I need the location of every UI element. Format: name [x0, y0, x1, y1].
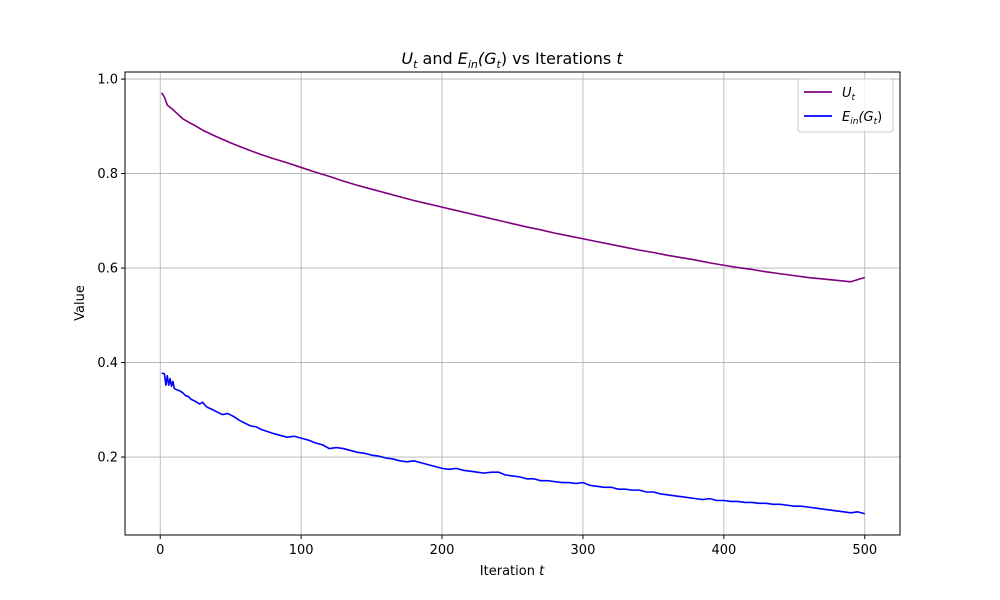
ticks: 0 100 200 300 400 500 0.2 0.4 0.6 0.8 1.0	[97, 73, 877, 558]
series-group	[160, 92, 866, 515]
y-tick-label: 0.2	[97, 451, 118, 466]
x-tick-label: 100	[289, 543, 314, 558]
y-tick-label: 1.0	[97, 73, 118, 88]
plot-frame	[124, 71, 901, 536]
y-tick-label: 0.4	[97, 356, 118, 371]
x-axis-label: Iteration t	[480, 564, 545, 579]
x-tick-label: 200	[430, 543, 455, 558]
y-axis-label: Value	[73, 285, 88, 321]
x-tick-label: 300	[571, 543, 596, 558]
series-line-ein	[161, 372, 865, 515]
x-tick-label: 400	[711, 543, 736, 558]
series-line-u	[160, 92, 866, 283]
legend: Ut Ein(Gt)	[797, 78, 894, 133]
legend-label-ein: Ein(Gt)	[842, 110, 882, 127]
grid	[125, 72, 900, 535]
chart-title: Ut and Ein(Gt) vs Iterations t	[401, 49, 623, 71]
legend-label-u: Ut	[842, 86, 856, 103]
x-tick-label: 0	[156, 543, 164, 558]
plot-area	[125, 72, 900, 535]
y-tick-label: 0.6	[97, 262, 118, 277]
x-tick-label: 500	[852, 543, 877, 558]
y-tick-label: 0.8	[97, 167, 118, 182]
